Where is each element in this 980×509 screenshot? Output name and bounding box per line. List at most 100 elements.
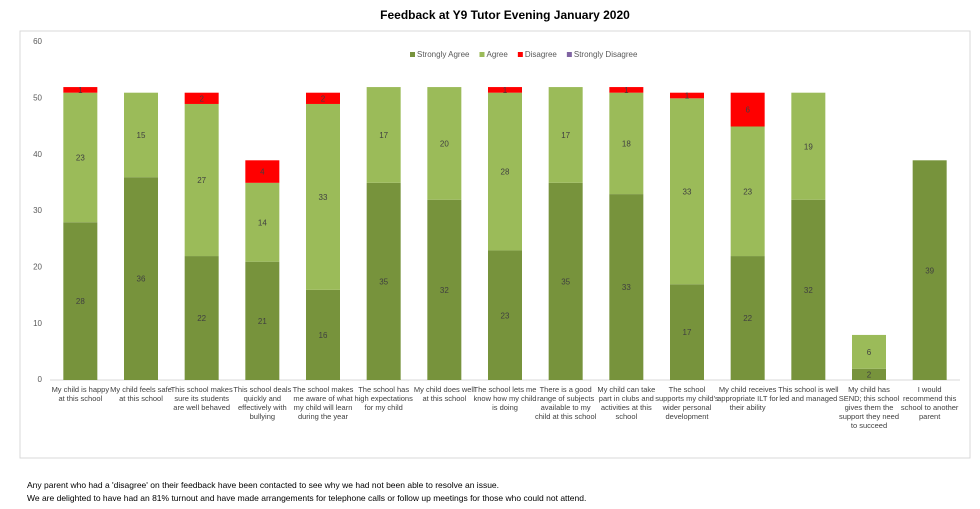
y-tick-label: 10 bbox=[33, 319, 42, 328]
x-tick-label: I would recommend this school to another… bbox=[900, 385, 959, 421]
legend-swatch bbox=[479, 52, 485, 57]
data-label: 17 bbox=[561, 131, 570, 140]
x-tick-label: There is a good range of subjects availa… bbox=[535, 385, 597, 421]
data-label: 2 bbox=[867, 370, 872, 379]
x-tick-label: The school makes me aware of what my chi… bbox=[292, 385, 354, 421]
data-label: 28 bbox=[501, 168, 510, 177]
data-label: 1 bbox=[78, 86, 83, 95]
y-tick-label: 40 bbox=[33, 150, 42, 159]
chart-border bbox=[19, 30, 971, 459]
data-label: 33 bbox=[622, 283, 631, 292]
data-label: 21 bbox=[258, 317, 267, 326]
bar-segment bbox=[63, 92, 98, 223]
x-tick-label: The school has high expectations for my … bbox=[354, 385, 413, 412]
bar-segment bbox=[184, 256, 219, 380]
bar-segment bbox=[488, 87, 522, 93]
bar-segment bbox=[184, 103, 219, 257]
bar-segment bbox=[670, 92, 704, 99]
data-label: 39 bbox=[925, 266, 934, 275]
bar-segment bbox=[366, 87, 401, 183]
data-label: 33 bbox=[319, 193, 328, 202]
bar-segment bbox=[488, 92, 522, 251]
y-tick-label: 60 bbox=[33, 37, 42, 46]
y-tick-label: 30 bbox=[33, 206, 42, 215]
bar-segment bbox=[912, 160, 947, 380]
bar-segment bbox=[609, 87, 644, 93]
data-label: 1 bbox=[685, 92, 690, 101]
data-label: 27 bbox=[197, 176, 206, 185]
data-label: 6 bbox=[745, 106, 750, 115]
x-tick-label: This school is well led and managed bbox=[778, 385, 839, 403]
data-label: 18 bbox=[622, 140, 631, 149]
data-label: 6 bbox=[867, 348, 872, 357]
y-tick-label: 20 bbox=[33, 262, 42, 271]
note: We are delighted to have had an 81% turn… bbox=[27, 493, 587, 503]
data-label: 35 bbox=[379, 278, 388, 287]
bar-segment bbox=[548, 182, 583, 380]
data-label: 2 bbox=[199, 94, 204, 103]
data-label: 1 bbox=[503, 86, 508, 95]
bar-segment bbox=[730, 92, 765, 127]
y-tick-label: 0 bbox=[38, 375, 43, 384]
data-label: 32 bbox=[804, 286, 813, 295]
data-label: 17 bbox=[683, 328, 692, 337]
data-label: 22 bbox=[743, 314, 752, 323]
data-label: 33 bbox=[683, 187, 692, 196]
bar-segment bbox=[548, 87, 583, 183]
bar-segment bbox=[791, 199, 826, 380]
bar-segment bbox=[63, 87, 98, 93]
bar-segment bbox=[730, 126, 765, 257]
data-label: 35 bbox=[561, 278, 570, 287]
data-label: 22 bbox=[197, 314, 206, 323]
bar-segment bbox=[670, 98, 704, 285]
x-tick-label: My child is happy at this school bbox=[51, 385, 110, 403]
x-tick-label: My child receives appropriate ILT for th… bbox=[717, 385, 779, 412]
bar-segment bbox=[730, 256, 765, 380]
bar-segment bbox=[427, 87, 462, 200]
bar-segment bbox=[609, 92, 644, 195]
data-label: 16 bbox=[319, 331, 328, 340]
x-tick-label: The school lets me know how my child is … bbox=[473, 385, 537, 412]
legend-label: Strongly Disagree bbox=[574, 50, 638, 59]
bar-segment bbox=[791, 92, 826, 200]
data-label: 4 bbox=[260, 168, 265, 177]
bar-segment bbox=[306, 92, 340, 104]
bar-segment bbox=[124, 92, 158, 178]
legend-swatch bbox=[566, 52, 572, 57]
legend-label: Disagree bbox=[525, 50, 558, 59]
legend-label: Strongly Agree bbox=[417, 50, 470, 59]
bar-segment bbox=[366, 182, 401, 380]
data-label: 36 bbox=[137, 275, 146, 284]
bar-segment bbox=[852, 368, 886, 380]
x-tick-label: My child can take part in clubs and acti… bbox=[597, 385, 656, 421]
legend-swatch bbox=[517, 52, 523, 57]
x-tick-label: The school supports my child's wider per… bbox=[655, 385, 719, 421]
legend-swatch bbox=[410, 52, 415, 57]
legend-label: Agree bbox=[486, 50, 508, 59]
bar-segment bbox=[63, 222, 98, 380]
bar-segment bbox=[306, 289, 340, 380]
bar-segment bbox=[245, 160, 280, 183]
bar-segment bbox=[124, 177, 158, 380]
bar-segment bbox=[245, 182, 280, 262]
data-label: 17 bbox=[379, 131, 388, 140]
bar-segment bbox=[670, 284, 704, 380]
x-tick-label: My child feels safe at this school bbox=[110, 385, 172, 403]
bar-segment bbox=[609, 194, 644, 380]
data-label: 2 bbox=[321, 94, 326, 103]
data-label: 14 bbox=[258, 218, 267, 227]
data-label: 28 bbox=[76, 297, 85, 306]
data-label: 32 bbox=[440, 286, 449, 295]
x-tick-label: My child has SEND; this school gives the… bbox=[838, 385, 900, 430]
x-tick-label: This school makes sure its students are … bbox=[170, 385, 233, 412]
chart-title: Feedback at Y9 Tutor Evening January 202… bbox=[380, 8, 630, 22]
x-tick-label: My child does well at this school bbox=[413, 385, 475, 403]
bar-segment bbox=[852, 334, 886, 369]
data-label: 1 bbox=[624, 86, 629, 95]
y-tick-label: 50 bbox=[33, 93, 42, 102]
x-tick-label: This school deals quickly and effectivel… bbox=[233, 385, 292, 421]
note: Any parent who had a 'disagree' on their… bbox=[27, 480, 500, 490]
bar-segment bbox=[306, 103, 340, 290]
